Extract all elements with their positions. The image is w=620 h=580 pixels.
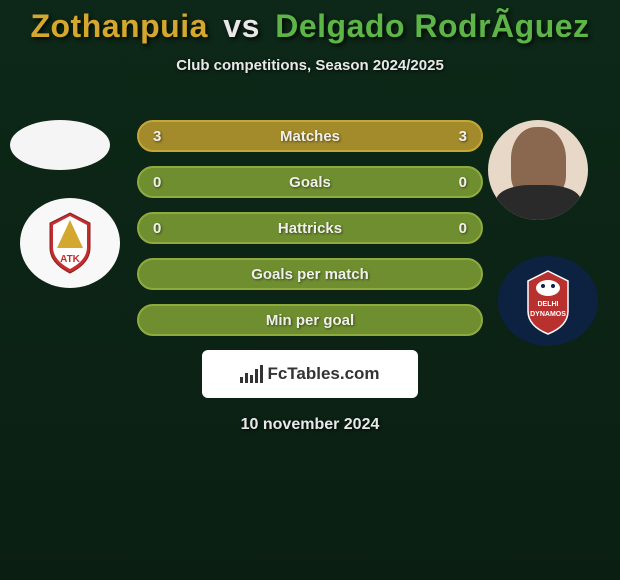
chart-icon bbox=[240, 365, 263, 383]
stat-bar-matches: 3 Matches 3 bbox=[137, 120, 483, 152]
stat-label: Hattricks bbox=[278, 220, 342, 237]
svg-text:ATK: ATK bbox=[60, 254, 81, 265]
fctables-logo[interactable]: FcTables.com bbox=[202, 350, 418, 398]
stat-label: Goals bbox=[289, 174, 331, 191]
svg-text:DELHI: DELHI bbox=[538, 301, 559, 308]
page-title: Zothanpuia vs Delgado RodrÃ­guez bbox=[0, 8, 620, 45]
stat-left-value: 0 bbox=[153, 220, 173, 237]
player2-club-badge: DELHI DYNAMOS bbox=[498, 256, 598, 346]
delhi-dynamos-logo: DELHI DYNAMOS bbox=[498, 256, 598, 346]
stat-left-value: 3 bbox=[153, 128, 173, 145]
date-text: 10 november 2024 bbox=[0, 416, 620, 434]
vs-text: vs bbox=[223, 8, 260, 44]
atk-logo: ATK bbox=[35, 208, 105, 278]
player1-name: Zothanpuia bbox=[30, 8, 207, 44]
stat-bar-goals: 0 Goals 0 bbox=[137, 166, 483, 198]
player2-name: Delgado RodrÃ­guez bbox=[275, 8, 589, 44]
player2-silhouette bbox=[511, 127, 566, 197]
stat-right-value: 0 bbox=[447, 220, 467, 237]
stat-label: Matches bbox=[280, 128, 340, 145]
stat-right-value: 3 bbox=[447, 128, 467, 145]
stat-label: Min per goal bbox=[266, 312, 354, 329]
player1-avatar bbox=[10, 120, 110, 170]
stats-area: ATK DELHI DYNAMOS 3 Matches 3 0 Goals 0 0 Hattr… bbox=[0, 120, 620, 434]
stat-label: Goals per match bbox=[251, 266, 369, 283]
player1-club-badge: ATK bbox=[20, 198, 120, 288]
svg-text:DYNAMOS: DYNAMOS bbox=[530, 311, 566, 318]
stat-right-value: 0 bbox=[447, 174, 467, 191]
subtitle: Club competitions, Season 2024/2025 bbox=[0, 57, 620, 74]
stat-left-value: 0 bbox=[153, 174, 173, 191]
player2-avatar bbox=[488, 120, 588, 220]
comparison-container: Zothanpuia vs Delgado RodrÃ­guez Club co… bbox=[0, 0, 620, 434]
stat-bar-min-per-goal: Min per goal bbox=[137, 304, 483, 336]
stat-bar-goals-per-match: Goals per match bbox=[137, 258, 483, 290]
stat-bar-hattricks: 0 Hattricks 0 bbox=[137, 212, 483, 244]
fctables-text: FcTables.com bbox=[267, 364, 379, 384]
stat-bars: 3 Matches 3 0 Goals 0 0 Hattricks 0 Goals per mat… bbox=[137, 120, 483, 336]
